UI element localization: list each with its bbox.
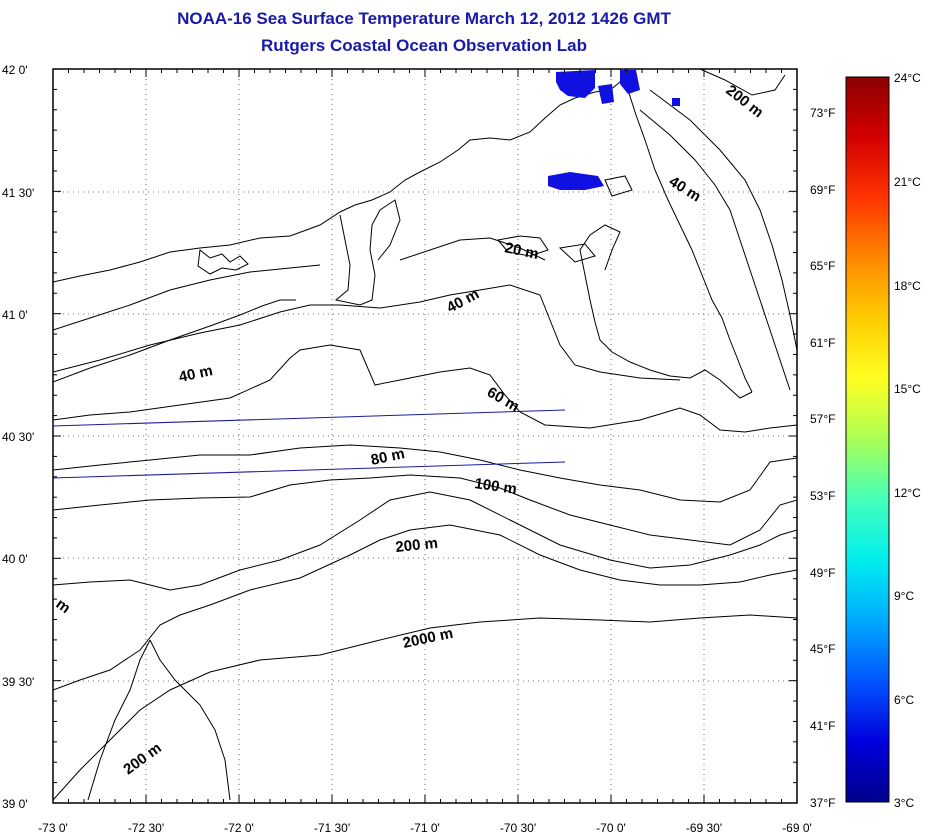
lon-label-2: -72 0' (224, 821, 254, 835)
lat-labels: 42 0' 41 30' 41 0' 40 30' 40 0' 39 30' 3… (2, 63, 34, 811)
sst-patches (548, 70, 680, 190)
contour-label-20m: 20 m (503, 239, 540, 263)
contour-gom-outer (699, 69, 786, 96)
lon-labels: -73 0' -72 30' -72 0' -71 30' -71 0' -70… (38, 821, 812, 835)
c-label-15: 15°C (894, 382, 921, 396)
contour-40m-shore (53, 284, 681, 381)
sst-patch-3 (620, 70, 640, 94)
coastline-long-island-sound (53, 264, 321, 331)
contour-100m (53, 474, 797, 546)
coastline (53, 69, 626, 283)
map-ticks (52, 68, 798, 804)
c-label-18: 18°C (894, 279, 921, 293)
sst-patch-2 (598, 84, 614, 104)
c-label-3: 3°C (894, 796, 914, 810)
lat-label-0: 42 0' (2, 63, 28, 77)
contour-label-80m: 80 m (369, 445, 406, 469)
lat-label-2: 41 0' (2, 308, 28, 322)
c-label-24: 24°C (894, 71, 921, 85)
coastline-long-island (53, 299, 296, 383)
c-label-21: 21°C (894, 175, 921, 189)
track-line-2 (53, 461, 566, 479)
lat-label-6: 39 0' (2, 797, 28, 811)
sst-patch-4 (548, 172, 604, 190)
c-label-9: 9°C (894, 589, 914, 603)
coastline-cape-cod (619, 69, 753, 393)
contour-40m-cape (639, 109, 791, 391)
graticule (53, 69, 797, 803)
f-label-57: 57°F (810, 412, 835, 426)
lat-label-1: 41 30' (2, 186, 34, 200)
lon-label-6: -70 0' (596, 821, 626, 835)
lat-label-3: 40 30' (2, 430, 34, 444)
coastline-bay-detail (197, 249, 249, 275)
f-label-69: 69°F (810, 183, 835, 197)
contour-label-100m: 100 m (473, 475, 517, 498)
contour-20m (399, 237, 546, 261)
coastline-narragansett (334, 199, 401, 306)
lon-label-8: -69 0' (782, 821, 812, 835)
lon-label-1: -72 30' (128, 821, 164, 835)
lon-label-7: -69 30' (686, 821, 722, 835)
lon-label-3: -71 30' (314, 821, 350, 835)
sst-patch-5 (672, 98, 680, 106)
fahrenheit-labels: 73°F 69°F 65°F 61°F 57°F 53°F 49°F 45°F … (810, 106, 835, 810)
f-label-41: 41°F (810, 719, 835, 733)
f-label-37: 37°F (810, 796, 835, 810)
f-label-65: 65°F (810, 259, 835, 273)
lon-label-0: -73 0' (38, 821, 68, 835)
lon-label-4: -71 0' (410, 821, 440, 835)
contour-label-40m-west: 40 m (177, 362, 214, 386)
lon-label-5: -70 30' (500, 821, 536, 835)
f-label-53: 53°F (810, 489, 835, 503)
contour-2000m (53, 614, 797, 801)
f-label-73: 73°F (810, 106, 835, 120)
map-title: NOAA-16 Sea Surface Temperature March 12… (177, 9, 671, 28)
f-label-61: 61°F (810, 336, 835, 350)
contour-80m (53, 444, 797, 503)
f-label-45: 45°F (810, 642, 835, 656)
contour-slope (53, 524, 797, 691)
contour-200m-gom (649, 89, 797, 351)
sst-patch-1 (556, 70, 595, 98)
contour-label-200m: 200 m (395, 535, 439, 556)
c-label-6: 6°C (894, 693, 914, 707)
c-label-12: 12°C (894, 486, 921, 500)
track-line-1 (53, 409, 566, 427)
coastline-cape-tip (579, 224, 753, 399)
colorbar (845, 76, 890, 803)
coastline-islands (497, 175, 633, 263)
lat-label-4: 40 0' (2, 552, 28, 566)
contour-canyon (87, 639, 231, 801)
celsius-labels: 24°C 21°C 18°C 15°C 12°C 9°C 6°C 3°C (894, 71, 921, 810)
map-subtitle: Rutgers Coastal Ocean Observation Lab (261, 36, 587, 55)
lat-label-5: 39 30' (2, 675, 34, 689)
f-label-49: 49°F (810, 566, 835, 580)
contour-200m (53, 491, 797, 591)
contour-60m (53, 344, 797, 433)
